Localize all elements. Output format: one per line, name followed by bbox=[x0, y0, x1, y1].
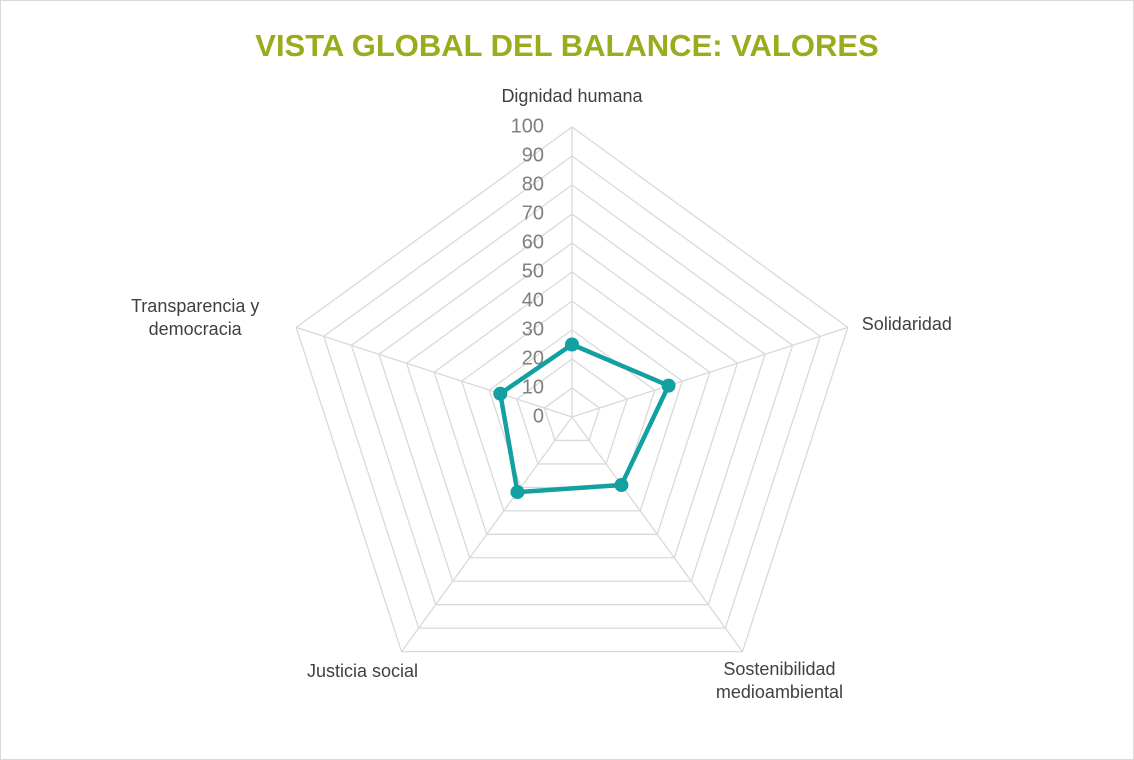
category-label: Sostenibilidad medioambiental bbox=[715, 658, 843, 702]
grid-ring bbox=[378, 213, 766, 582]
category-label: Dignidad humana bbox=[501, 86, 643, 106]
point bbox=[661, 378, 676, 393]
category-label: Solidaridad bbox=[861, 314, 952, 335]
y-tick-label: 0 bbox=[533, 405, 544, 427]
y-tick-label: 50 bbox=[522, 260, 544, 282]
y-tick-label: 40 bbox=[522, 289, 544, 311]
category-label: Justicia social bbox=[307, 660, 419, 681]
grid-ring bbox=[460, 300, 684, 512]
y-tick-label: 30 bbox=[522, 318, 544, 340]
point bbox=[614, 478, 629, 493]
spoke bbox=[295, 326, 573, 418]
grid-ring bbox=[516, 358, 628, 465]
grid-ring bbox=[323, 155, 821, 629]
grid-ring bbox=[543, 387, 601, 442]
y-tick-label: 10 bbox=[522, 376, 544, 398]
y-tick-label: 70 bbox=[522, 202, 544, 224]
grid-ring bbox=[433, 271, 711, 535]
spoke bbox=[571, 416, 743, 652]
point bbox=[493, 386, 508, 401]
y-tick-label: 100 bbox=[511, 115, 544, 137]
point bbox=[510, 485, 525, 500]
spoke bbox=[401, 416, 573, 652]
y-tick-label: 60 bbox=[522, 231, 544, 253]
point bbox=[565, 337, 579, 352]
grid-ring bbox=[350, 184, 794, 606]
y-tick-label: 90 bbox=[522, 144, 544, 166]
spoke bbox=[571, 326, 849, 418]
category-label: Transparencia y democracia bbox=[130, 296, 260, 340]
chart-title: VISTA GLOBAL DEL BALANCE: VALORES bbox=[255, 28, 879, 63]
y-tick-label: 80 bbox=[522, 173, 544, 195]
grid-ring bbox=[405, 242, 739, 559]
grid-ring bbox=[295, 126, 849, 653]
y-tick-label: 20 bbox=[522, 347, 544, 369]
series-line bbox=[498, 342, 671, 495]
